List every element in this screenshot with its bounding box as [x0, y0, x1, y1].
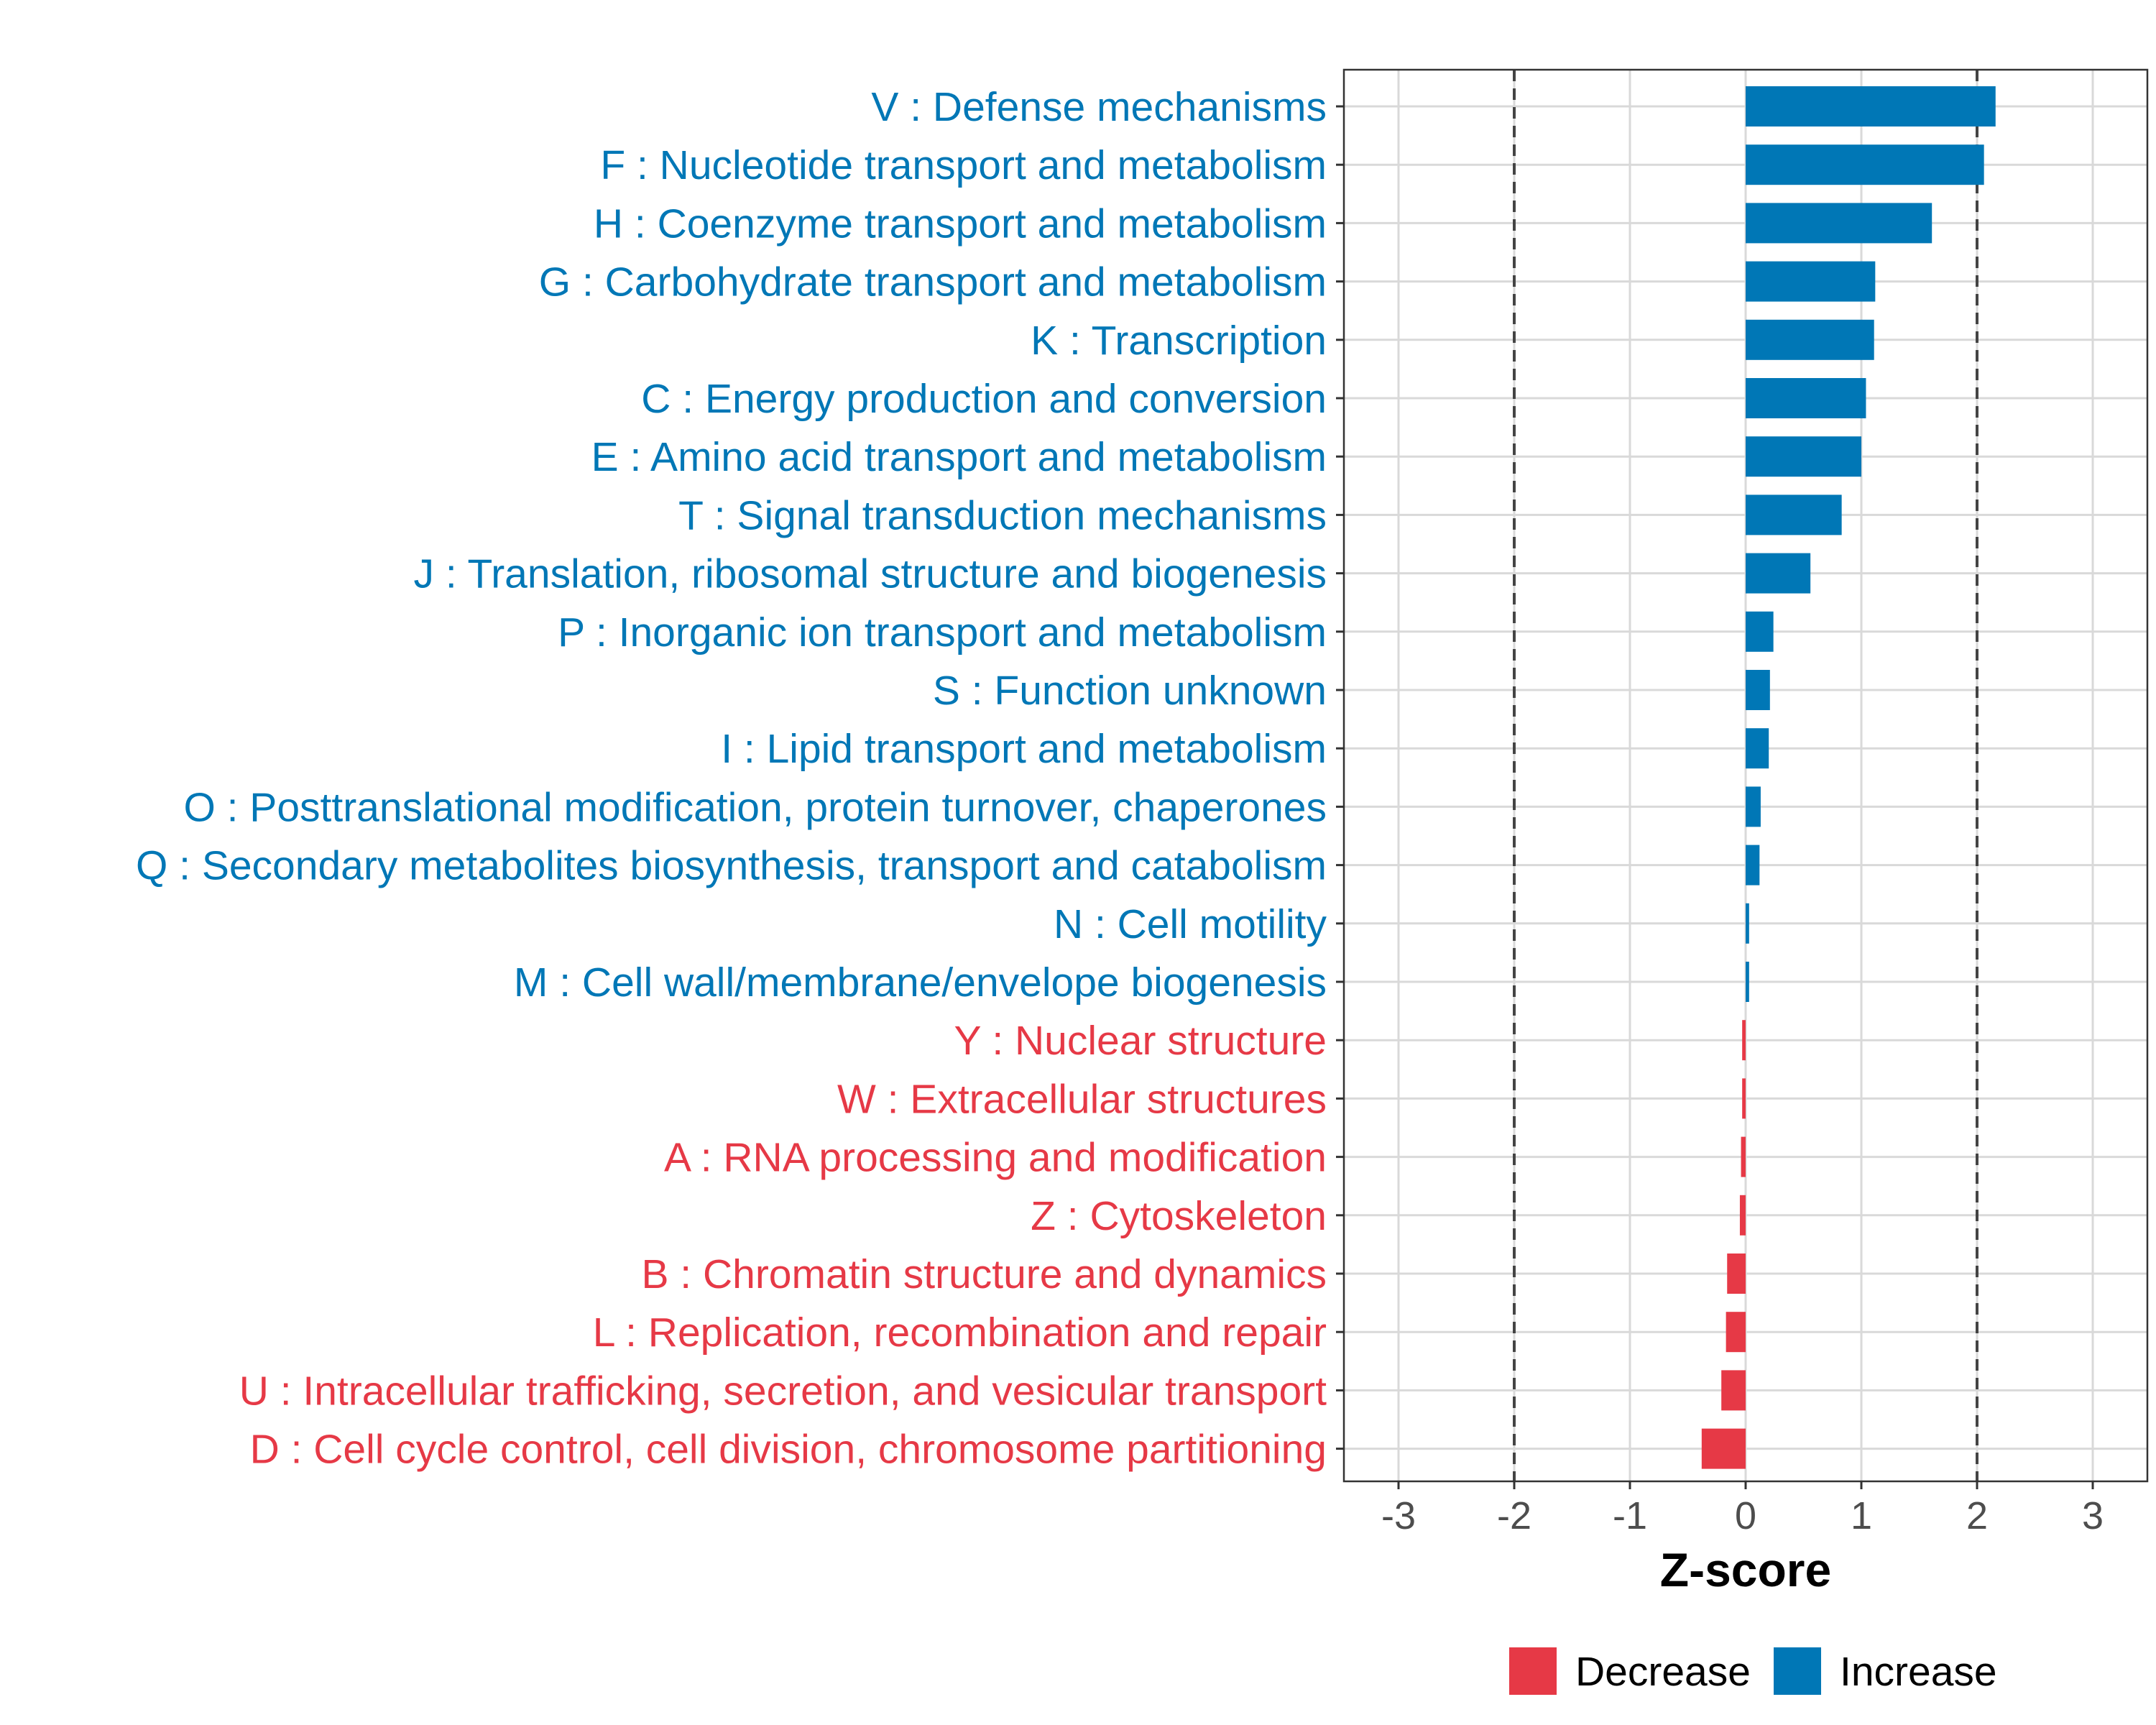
category-label: P : Inorganic ion transport and metaboli…: [558, 610, 1327, 656]
category-label: O : Posttranslational modification, prot…: [183, 784, 1327, 830]
bar-decrease: [1742, 1078, 1746, 1119]
category-label: Y : Nuclear structure: [954, 1018, 1327, 1064]
category-label: I : Lipid transport and metabolism: [721, 726, 1327, 772]
x-axis-ticks: -3 -2 -1 0 1 2 3: [1381, 1481, 2104, 1537]
category-label: B : Chromatin structure and dynamics: [641, 1251, 1327, 1297]
bar-increase: [1746, 845, 1760, 886]
bar-decrease: [1742, 1020, 1746, 1061]
bar-increase: [1746, 553, 1811, 594]
bar-increase: [1746, 144, 1984, 185]
category-label: C : Energy production and conversion: [641, 376, 1327, 422]
bar-decrease: [1721, 1370, 1746, 1411]
category-label: J : Translation, ribosomal structure and…: [414, 551, 1327, 597]
bar-increase: [1746, 786, 1761, 827]
category-label: Z : Cytoskeleton: [1031, 1193, 1327, 1239]
legend: Decrease Increase: [1509, 1647, 1997, 1695]
y-axis-category-labels: V : Defense mechanisms F : Nucleotide tra…: [136, 84, 1327, 1473]
bar-decrease: [1741, 1136, 1746, 1177]
bar-increase: [1746, 436, 1861, 477]
bar-increase: [1746, 962, 1749, 1002]
bar-decrease: [1739, 1195, 1746, 1236]
bars: [1701, 86, 1996, 1469]
bar-decrease: [1727, 1254, 1746, 1294]
category-label: T : Signal transduction mechanisms: [678, 492, 1327, 538]
category-label: A : RNA processing and modification: [664, 1135, 1327, 1181]
category-label: F : Nucleotide transport and metabolism: [600, 142, 1327, 188]
bar-increase: [1746, 903, 1749, 944]
x-tick-label: 3: [2082, 1494, 2104, 1537]
bar-decrease: [1701, 1428, 1746, 1469]
bar-increase: [1746, 203, 1932, 244]
category-label: D : Cell cycle control, cell division, c…: [250, 1427, 1327, 1473]
category-label: N : Cell motility: [1054, 901, 1327, 947]
x-tick-label: 2: [1966, 1494, 1988, 1537]
reference-lines: [1513, 70, 1978, 1481]
bar-increase: [1746, 319, 1874, 360]
x-axis-title: Z-score: [1660, 1543, 1831, 1596]
category-label: K : Transcription: [1031, 318, 1327, 364]
legend-label-increase: Increase: [1840, 1649, 1997, 1695]
x-tick-label: -3: [1381, 1494, 1416, 1537]
x-tick-label: 0: [1735, 1494, 1756, 1537]
category-label: E : Amino acid transport and metabolism: [591, 434, 1327, 480]
category-label: W : Extracellular structures: [837, 1076, 1327, 1122]
bar-increase: [1746, 86, 1996, 126]
bar-decrease: [1726, 1312, 1746, 1353]
bar-increase: [1746, 670, 1770, 710]
category-label: U : Intracellular trafficking, secretion…: [239, 1368, 1327, 1414]
category-label: M : Cell wall/membrane/envelope biogenes…: [514, 960, 1327, 1006]
legend-label-decrease: Decrease: [1575, 1649, 1751, 1695]
bar-increase: [1746, 378, 1866, 418]
bar-increase: [1746, 611, 1774, 652]
legend-swatch-decrease: [1509, 1647, 1557, 1695]
category-label: G : Carbohydrate transport and metabolis…: [539, 259, 1327, 305]
x-tick-label: 1: [1851, 1494, 1872, 1537]
x-tick-label: -2: [1497, 1494, 1531, 1537]
category-label: S : Function unknown: [933, 668, 1327, 714]
bar-increase: [1746, 261, 1876, 302]
category-label: H : Coenzyme transport and metabolism: [594, 201, 1327, 247]
x-tick-label: -1: [1613, 1494, 1647, 1537]
legend-swatch-increase: [1774, 1647, 1821, 1695]
category-label: Q : Secondary metabolites biosynthesis, …: [136, 843, 1327, 889]
y-axis-ticks: [1336, 105, 1344, 1450]
category-label: V : Defense mechanisms: [871, 84, 1327, 130]
bar-increase: [1746, 728, 1769, 769]
category-label: L : Replication, recombination and repai…: [593, 1310, 1327, 1356]
bar-increase: [1746, 494, 1842, 535]
